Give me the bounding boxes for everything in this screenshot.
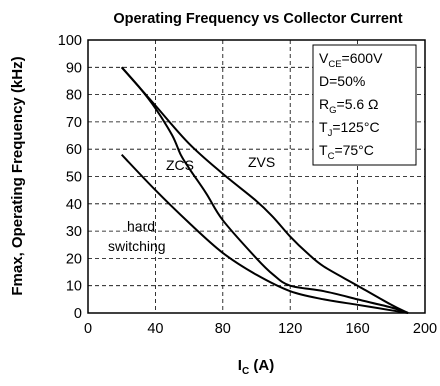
- annotation-zvs: ZVS: [248, 154, 275, 170]
- curves: [120, 66, 409, 314]
- x-tick-label: 200: [413, 321, 437, 337]
- tick-labels: 0 40 80 120 160 200 0 10 20 30 40 50 60 70 80 90 100: [58, 33, 437, 337]
- chart-title: Operating Frequency vs Collector Current: [113, 11, 402, 27]
- x-axis-label-main: I: [238, 357, 242, 374]
- y-tick-label: 0: [74, 306, 82, 322]
- conditions-text: VCE=600V D=50% RG=5.6 Ω TJ=125°C TC=75°C: [319, 50, 383, 162]
- series-line-zvs: [120, 66, 409, 314]
- x-tick-label: 0: [84, 321, 92, 337]
- y-tick-label: 100: [58, 33, 82, 49]
- x-axis-label: IC (A): [238, 357, 274, 377]
- series-line-zcs: [120, 66, 409, 314]
- annotation-hard-line2: switching: [108, 238, 166, 254]
- y-tick-label: 90: [66, 60, 82, 76]
- x-tick-label: 80: [215, 321, 231, 337]
- y-tick-label: 50: [66, 170, 82, 186]
- x-tick-label: 160: [345, 321, 369, 337]
- y-tick-label: 30: [66, 224, 82, 240]
- conditions-frame: [312, 44, 417, 166]
- y-tick-label: 40: [66, 197, 82, 213]
- condition-line: TJ=125°C: [319, 119, 380, 139]
- condition-line: D=50%: [319, 73, 365, 89]
- condition-line: TC=75°C: [319, 142, 374, 162]
- y-tick-label: 70: [66, 115, 82, 131]
- series-line-hard: [120, 154, 409, 314]
- condition-line: VCE=600V: [319, 50, 383, 70]
- plot-frame: [87, 39, 426, 314]
- annotation-zcs: ZCS: [166, 157, 194, 173]
- y-tick-label: 20: [66, 251, 82, 267]
- condition-line: RG=5.6 Ω: [319, 96, 379, 116]
- annotation-hard-line1: hard: [127, 218, 155, 234]
- y-tick-label: 10: [66, 279, 82, 295]
- conditions-box: VCE=600V D=50% RG=5.6 Ω TJ=125°C TC=75°C: [312, 44, 417, 166]
- y-tick-label: 60: [66, 142, 82, 158]
- x-tick-label: 40: [147, 321, 163, 337]
- x-tick-label: 120: [278, 321, 302, 337]
- x-axis-label-sub: C: [242, 366, 249, 377]
- x-axis-label-tail: (A): [249, 357, 274, 374]
- y-tick-label: 80: [66, 88, 82, 104]
- y-axis-label: Fmax, Operating Frequency (kHz): [9, 56, 26, 295]
